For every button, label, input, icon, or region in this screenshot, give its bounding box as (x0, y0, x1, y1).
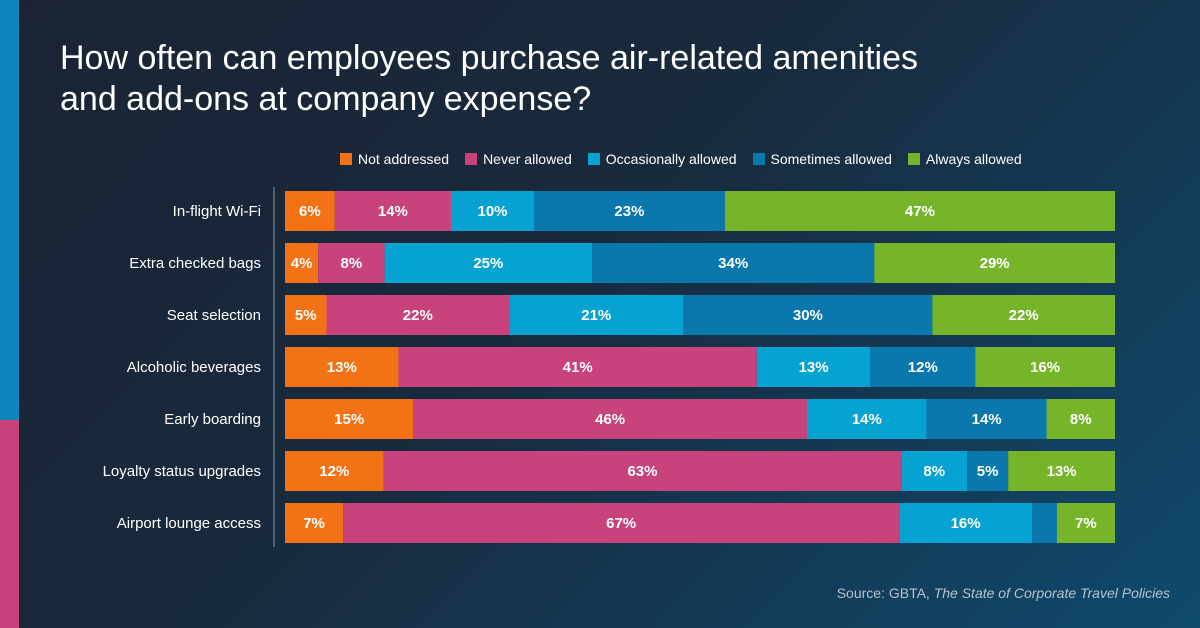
bar-segment (285, 295, 327, 335)
bar-segment (285, 503, 344, 543)
bar-segment (285, 243, 319, 283)
bar-segment (384, 243, 593, 283)
category-label: In-flight Wi-Fi (173, 203, 261, 220)
data-label: 14% (852, 411, 882, 428)
source-prefix: Source: GBTA, (836, 585, 934, 601)
data-label: 16% (951, 515, 981, 532)
legend-swatch (465, 153, 478, 165)
bar-segment (926, 399, 1047, 439)
bar-segment (967, 451, 1009, 491)
chart-title: How often can employees purchase air-rel… (60, 39, 919, 118)
data-label: 12% (908, 359, 938, 376)
legend-label: Occasionally allowed (605, 151, 737, 167)
data-label: 4% (291, 255, 313, 272)
bar-segment (1056, 503, 1115, 543)
legend-item: Never allowed (465, 151, 572, 167)
bar-segment (932, 295, 1115, 335)
bar-segment (285, 191, 335, 231)
data-label: 7% (1075, 515, 1097, 532)
legend-swatch (907, 153, 920, 165)
data-label: 13% (327, 359, 357, 376)
data-label: 8% (1070, 411, 1092, 428)
source-note: Source: GBTA, The State of Corporate Tra… (837, 585, 1170, 601)
bar-segment (592, 243, 875, 283)
legend-item: Occasionally allowed (587, 151, 737, 167)
data-label: 67% (606, 515, 636, 532)
accent-bar-blue (0, 0, 19, 420)
bar-segment (1008, 451, 1115, 491)
legend-item: Sometimes allowed (752, 151, 892, 167)
category-label: Loyalty status upgrades (103, 463, 261, 480)
data-label: 41% (563, 359, 593, 376)
legend-label: Never allowed (483, 151, 572, 167)
legend-label: Sometimes allowed (770, 151, 892, 167)
data-label: 10% (477, 203, 507, 220)
bar-segment (509, 295, 684, 335)
bar-segment (683, 295, 933, 335)
data-label: 25% (473, 255, 503, 272)
category-label: Early boarding (164, 411, 261, 428)
data-label: 5% (977, 463, 999, 480)
data-label: 15% (334, 411, 364, 428)
legend-item: Not addressed (340, 151, 449, 167)
bar-segment (343, 503, 900, 543)
bar-segment (334, 191, 451, 231)
bar-segment (285, 347, 399, 387)
data-label: 5% (295, 307, 317, 324)
bar-segment (874, 243, 1115, 283)
data-label: 63% (627, 463, 657, 480)
data-label: 14% (972, 411, 1002, 428)
legend-label: Not addressed (358, 151, 450, 167)
data-label: 6% (299, 203, 321, 220)
data-label: 34% (718, 255, 748, 272)
chart-legend: Not addressed Never allowed Occasionally a… (340, 150, 1038, 168)
data-label: 29% (980, 255, 1010, 272)
bar-segment (899, 503, 1032, 543)
category-label: Extra checked bags (129, 255, 261, 272)
data-label: 23% (614, 203, 644, 220)
data-label: 8% (341, 255, 363, 272)
category-label: Seat selection (167, 307, 261, 324)
bar-segment (285, 451, 384, 491)
category-label: Alcoholic beverages (127, 359, 261, 376)
bar-segment (724, 191, 1115, 231)
legend-label: Always allowed (925, 151, 1022, 167)
bar-segment (870, 347, 976, 387)
bar-segment (285, 399, 414, 439)
legend-swatch (587, 153, 600, 165)
data-label: 7% (303, 515, 325, 532)
data-label: 22% (1009, 307, 1039, 324)
legend-swatch (752, 153, 765, 165)
data-label: 22% (403, 307, 433, 324)
data-label: 13% (799, 359, 829, 376)
bar-segment (806, 399, 927, 439)
bar-segment (451, 191, 534, 231)
bar-segment (318, 243, 385, 283)
category-label: Airport lounge access (117, 515, 261, 532)
bar-segment (398, 347, 757, 387)
data-label: 13% (1047, 463, 1077, 480)
accent-bar-pink (0, 420, 19, 628)
data-label: 14% (378, 203, 408, 220)
legend-item: Always allowed (907, 151, 1022, 167)
bar-segment (756, 347, 871, 387)
bar-segment (901, 451, 968, 491)
source-publication: The State of Corporate Travel Policies (933, 585, 1170, 601)
data-label: 21% (581, 307, 611, 324)
data-label: 8% (923, 463, 945, 480)
bar-segment (534, 191, 725, 231)
data-label: 47% (905, 203, 935, 220)
bar-segment (1046, 399, 1115, 439)
bar-segment (383, 451, 902, 491)
bar-segment (413, 399, 807, 439)
data-label: 30% (793, 307, 823, 324)
bar-segment (326, 295, 510, 335)
data-label: 46% (595, 411, 625, 428)
bar-segment (975, 347, 1115, 387)
data-label: 12% (319, 463, 349, 480)
legend-swatch (340, 153, 352, 165)
bar-segment (1032, 503, 1057, 543)
data-label: 16% (1030, 359, 1060, 376)
